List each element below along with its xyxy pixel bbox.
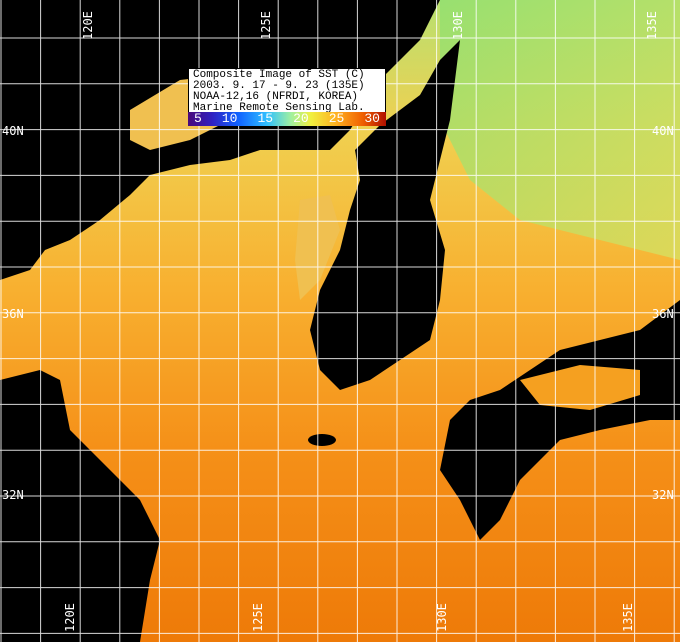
scale-tick: 20: [293, 111, 309, 126]
lon-bottom-130e: 130E: [435, 603, 449, 632]
jeju-island: [308, 434, 336, 446]
lon-top-135e: 135E: [645, 11, 659, 40]
legend-satellite: NOAA-12,16 (NFRDI, KOREA): [193, 91, 359, 103]
lat-left-36n: 36N: [2, 307, 24, 321]
scale-tick: 25: [328, 111, 345, 126]
legend-lab: Marine Remote Sensing Lab.: [193, 102, 365, 114]
seto-inland-sea: [520, 365, 640, 410]
lon-bottom-125e: 125E: [251, 603, 265, 632]
japan-kyushu-honshu: [440, 300, 680, 540]
lon-top-130e: 130E: [451, 11, 465, 40]
lat-right-32n: 32N: [652, 488, 674, 502]
lon-top-125e: 125E: [259, 11, 273, 40]
color-scale-bar: 5 10 15 20 25 30: [188, 112, 386, 126]
lat-left-32n: 32N: [2, 488, 24, 502]
lon-bottom-135e: 135E: [621, 603, 635, 632]
legend-date: 2003. 9. 17 - 9. 23 (135E): [193, 80, 365, 92]
scale-tick: 15: [257, 111, 274, 126]
legend-box: Composite Image of SST (C) 2003. 9. 17 -…: [188, 68, 386, 115]
scale-tick: 30: [364, 111, 380, 126]
korean-peninsula: [310, 40, 460, 390]
scale-tick: 10: [221, 111, 238, 126]
lon-top-120e: 120E: [81, 11, 95, 40]
lat-left-40n: 40N: [2, 124, 24, 138]
legend-title: Composite Image of SST (C): [193, 69, 365, 81]
lon-bottom-120e: 120E: [63, 603, 77, 632]
lat-right-36n: 36N: [652, 307, 674, 321]
lat-right-40n: 40N: [652, 124, 674, 138]
scale-tick: 5: [194, 111, 202, 126]
